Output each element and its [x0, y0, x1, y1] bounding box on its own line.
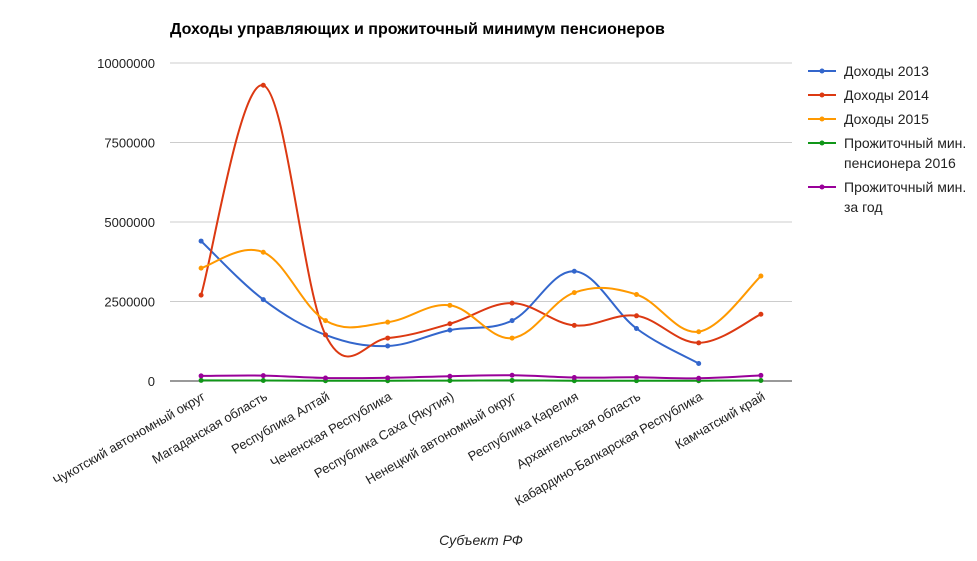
data-point-series-1 [634, 326, 639, 331]
y-tick-label: 0 [148, 374, 155, 389]
data-point-series-2 [572, 323, 577, 328]
series-line-5 [201, 375, 761, 378]
y-tick-label: 10000000 [97, 56, 155, 71]
data-point-series-3 [696, 329, 701, 334]
data-point-series-3 [199, 266, 204, 271]
y-tick-label: 5000000 [104, 215, 155, 230]
legend-marker-2 [820, 93, 825, 98]
data-point-series-5 [696, 376, 701, 381]
legend-label-1: Доходы 2013 [844, 63, 929, 79]
data-point-series-5 [447, 374, 452, 379]
y-tick-label: 7500000 [104, 136, 155, 151]
series-line-3 [201, 250, 761, 338]
data-point-series-2 [758, 312, 763, 317]
data-point-series-3 [323, 318, 328, 323]
data-point-series-5 [758, 373, 763, 378]
data-point-series-5 [634, 375, 639, 380]
data-point-series-5 [261, 373, 266, 378]
legend-marker-5 [820, 185, 825, 190]
data-point-series-2 [634, 313, 639, 318]
data-point-series-1 [447, 328, 452, 333]
legend-label-5: Прожиточный мин.за год [844, 179, 966, 215]
data-point-series-5 [510, 373, 515, 378]
legend-marker-4 [820, 141, 825, 146]
data-point-series-2 [447, 321, 452, 326]
legend-label-2: Доходы 2014 [844, 87, 929, 103]
data-point-series-4 [758, 378, 763, 383]
data-point-series-4 [510, 378, 515, 383]
data-point-series-2 [323, 332, 328, 337]
chart-title: Доходы управляющих и прожиточный минимум… [170, 21, 665, 39]
data-point-series-1 [510, 318, 515, 323]
data-point-series-1 [385, 344, 390, 349]
data-point-series-5 [385, 375, 390, 380]
data-point-series-3 [447, 303, 452, 308]
data-point-series-5 [323, 375, 328, 380]
data-point-series-3 [572, 290, 577, 295]
series-line-1 [201, 241, 699, 363]
data-point-series-1 [572, 269, 577, 274]
legend-label-4: Прожиточный мин.пенсионера 2016 [844, 135, 966, 171]
legend-marker-1 [820, 69, 825, 74]
data-point-series-4 [447, 378, 452, 383]
data-point-series-2 [696, 340, 701, 345]
data-point-series-2 [261, 83, 266, 88]
y-tick-label: 2500000 [104, 295, 155, 310]
x-tick-label: Магаданская область [149, 388, 270, 466]
data-point-series-1 [261, 297, 266, 302]
data-point-series-2 [510, 301, 515, 306]
x-axis-title: Субъект РФ [439, 532, 523, 548]
data-point-series-3 [510, 336, 515, 341]
data-point-series-4 [199, 378, 204, 383]
data-point-series-3 [758, 274, 763, 279]
data-point-series-3 [385, 320, 390, 325]
legend-marker-3 [820, 117, 825, 122]
data-point-series-1 [696, 361, 701, 366]
legend-label-3: Доходы 2015 [844, 111, 929, 127]
data-point-series-1 [199, 239, 204, 244]
data-point-series-5 [572, 375, 577, 380]
data-point-series-2 [385, 336, 390, 341]
data-point-series-2 [199, 293, 204, 298]
data-point-series-3 [634, 292, 639, 297]
data-point-series-4 [261, 378, 266, 383]
data-point-series-5 [199, 373, 204, 378]
data-point-series-3 [261, 250, 266, 255]
